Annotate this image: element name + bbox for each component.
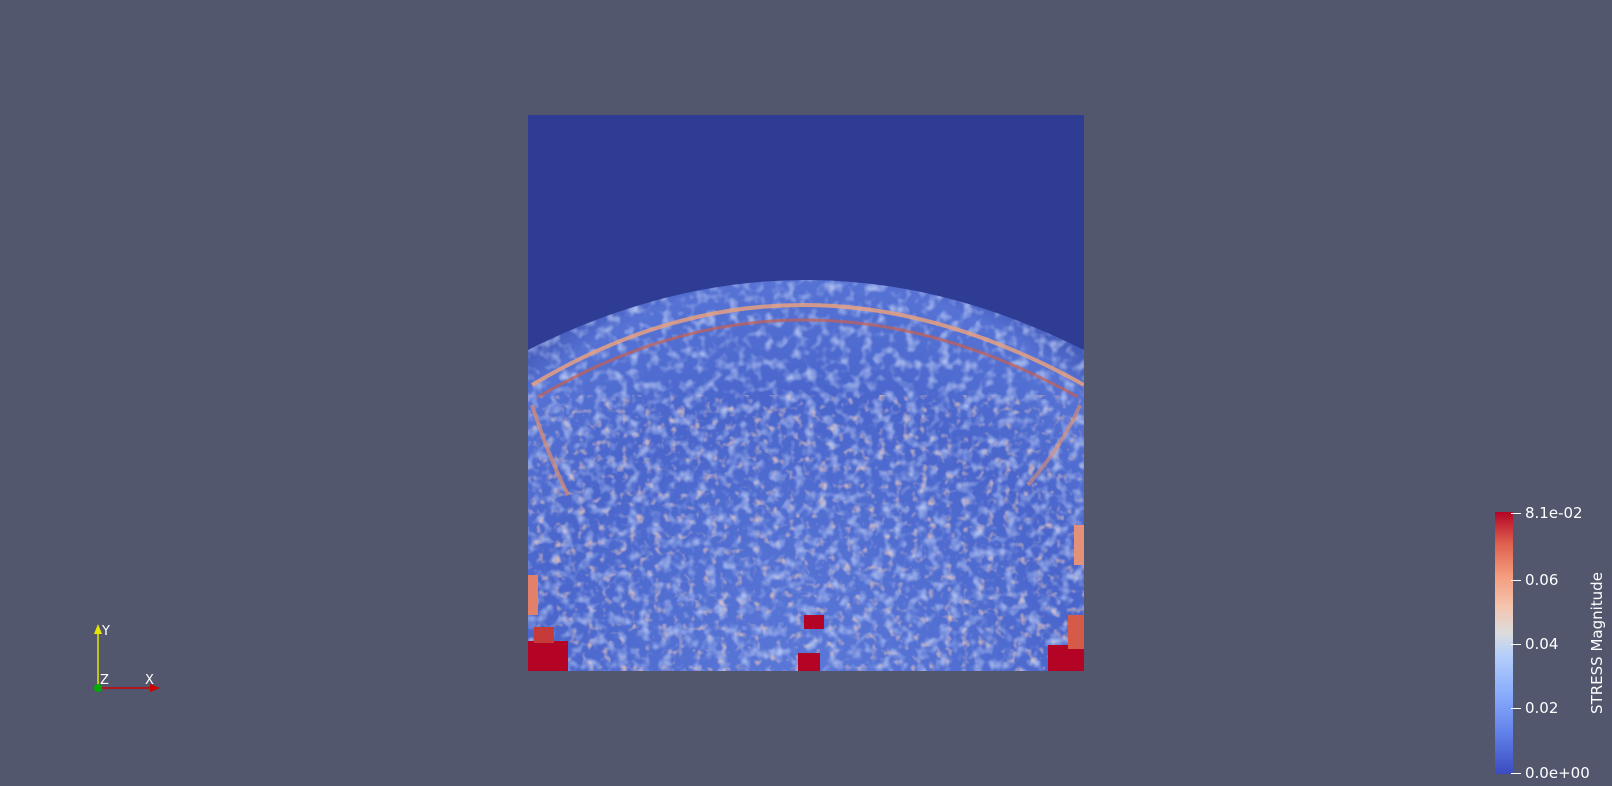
scalar-bar <box>1495 512 1513 774</box>
x-axis-arrow-icon <box>150 684 160 692</box>
scalar-bar-tick-min <box>1511 773 1521 774</box>
scalar-bar-max-label: 8.1e-02 <box>1525 504 1583 522</box>
z-axis-dot-icon <box>94 684 102 692</box>
z-axis-label: Z <box>100 673 109 688</box>
scalar-bar-tick-max <box>1511 513 1521 514</box>
wavefront-region <box>528 280 1084 671</box>
scalar-bar-tick-002 <box>1511 708 1521 709</box>
scalar-bar-tick-004 <box>1511 644 1521 645</box>
wavefront-left-branch <box>530 404 570 496</box>
stress-field-render[interactable] <box>528 115 1084 671</box>
y-axis-arrow-icon <box>94 624 102 634</box>
wavefront-inner-arc <box>537 318 1079 399</box>
y-axis-label: Y <box>101 624 110 639</box>
scalar-bar-tick-006-label: 0.06 <box>1525 571 1559 589</box>
orientation-axes: Y X Z <box>94 624 160 692</box>
scalar-bar-min-label: 0.0e+00 <box>1525 764 1590 782</box>
scalar-bar-tick-004-label: 0.04 <box>1525 635 1559 653</box>
wavefront-outer-arc <box>530 303 1084 387</box>
wavefront-right-branch <box>1026 404 1082 487</box>
scalar-bar-tick-002-label: 0.02 <box>1525 699 1559 717</box>
high-stress-spots <box>528 525 1084 671</box>
x-axis-label: X <box>145 673 154 688</box>
scalar-bar-tick-006 <box>1511 580 1521 581</box>
scalar-bar-title: STRESS Magnitude <box>1588 572 1606 714</box>
